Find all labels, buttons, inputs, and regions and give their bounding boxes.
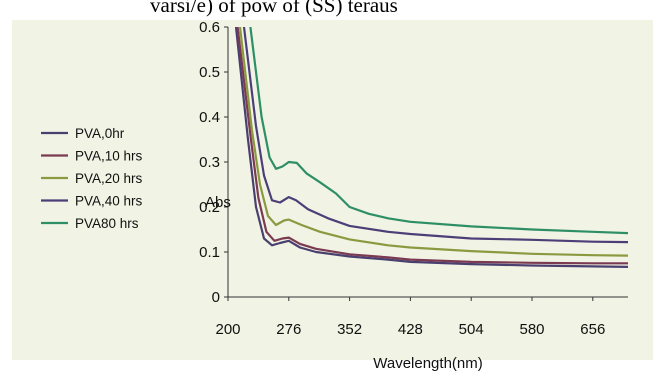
legend-label: PVA80 hrs: [75, 216, 139, 231]
x-tick-label: 200: [215, 321, 240, 338]
y-tick-label: 0: [212, 289, 220, 306]
y-tick-label: 0.3: [199, 154, 220, 171]
series-line-4: [242, 27, 628, 244]
series-line-2: [236, 27, 628, 265]
legend-label: PVA,40 hrs: [75, 194, 143, 209]
legend-label: PVA,20 hrs: [75, 171, 143, 186]
x-tick-label: 580: [519, 321, 544, 338]
x-tick-label: 656: [580, 321, 605, 338]
axes-layer: 0 0.1 0.2 0.3 0.4 0.5 0.6 200 276 352 428 504 580 656: [199, 19, 628, 338]
series-layer: [234, 27, 628, 268]
x-axis-title: Wavelength(nm): [373, 355, 482, 372]
legend-label: PVA,10 hrs: [75, 149, 143, 164]
caption-fragment: varsi/e) of pow of (SS) teraus: [150, 0, 398, 17]
x-tick-label: 428: [398, 321, 423, 338]
x-tick-label: 276: [276, 321, 301, 338]
series-line-1: [234, 27, 628, 268]
y-axis-title: Abs: [205, 194, 231, 211]
y-tick-label: 0.1: [199, 244, 220, 261]
y-tick-label: 0.4: [199, 109, 220, 126]
series-line-3: [238, 27, 628, 257]
x-tick-label: 504: [459, 321, 484, 338]
x-tick-label: 352: [337, 321, 362, 338]
series-line-5: [249, 27, 628, 235]
y-tick-label: 0.2: [199, 199, 220, 216]
y-tick-label: 0.6: [199, 19, 220, 36]
y-tick-label: 0.5: [199, 64, 220, 81]
legend-label: PVA,0hr: [75, 126, 125, 141]
legend: PVA,0hr PVA,10 hrs PVA,20 hrs PVA,40 hrs PVA…: [41, 126, 143, 231]
